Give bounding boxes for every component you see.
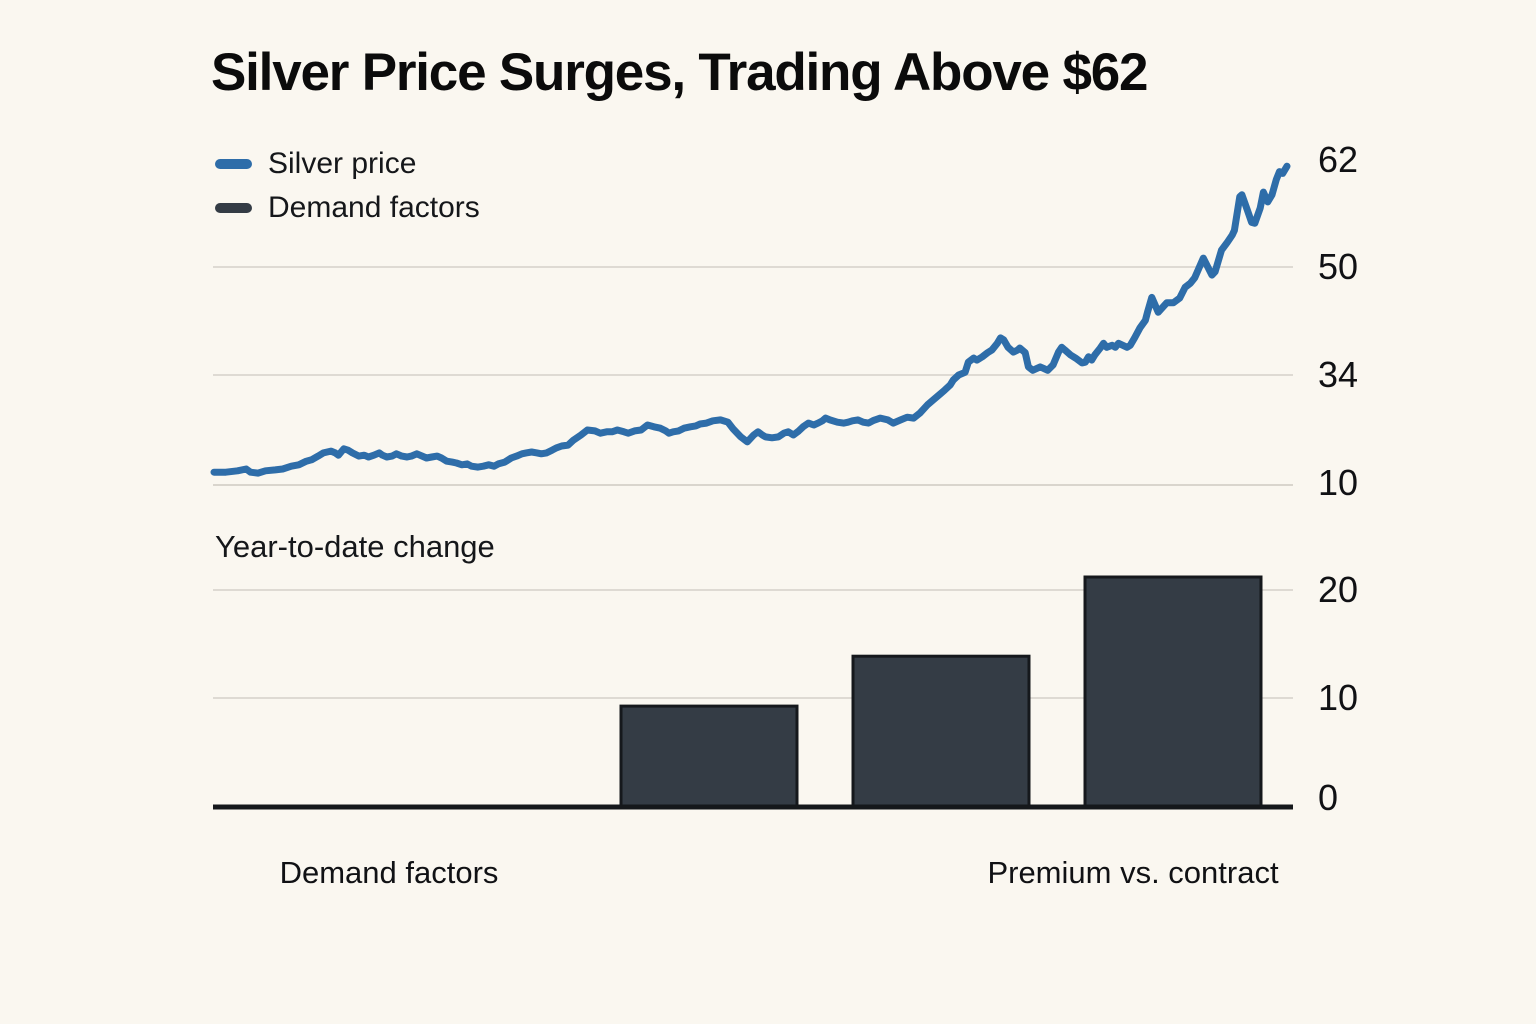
demand-factors-bar-swatch-icon (215, 203, 252, 213)
bar-section-label: Year-to-date change (215, 529, 495, 564)
silver-price-line-swatch-icon (215, 159, 252, 169)
line-chart-gridlines (213, 266, 1293, 486)
page-title: Silver Price Surges, Trading Above $62 (211, 43, 1149, 102)
legend-item-demand-factors: Demand factors (215, 186, 480, 230)
legend-label: Silver price (268, 147, 417, 180)
silver-price-line (210, 162, 1291, 477)
bar-ytick-10: 10 (1318, 677, 1359, 718)
legend-label: Demand factors (268, 191, 480, 224)
bar-ytick-20: 20 (1318, 569, 1359, 610)
ytd-bar-3 (1083, 575, 1263, 809)
line-ytick-10: 10 (1318, 462, 1359, 503)
legend-item-silver-price: Silver price (215, 142, 480, 186)
line-ytick-50: 50 (1318, 246, 1359, 287)
line-ytick-34: 34 (1318, 354, 1359, 395)
legend: Silver price Demand factors (215, 142, 480, 230)
bar-ytick-0: 0 (1318, 777, 1339, 818)
ytd-bar-2 (851, 654, 1031, 809)
xlabel-premium-vs-contract: Premium vs. contract (987, 855, 1279, 890)
xlabel-demand-factors: Demand factors (279, 855, 499, 890)
ytd-bar-1 (619, 704, 799, 809)
ytd-bar-group (619, 575, 1263, 809)
line-ytick-62: 62 (1318, 139, 1359, 180)
